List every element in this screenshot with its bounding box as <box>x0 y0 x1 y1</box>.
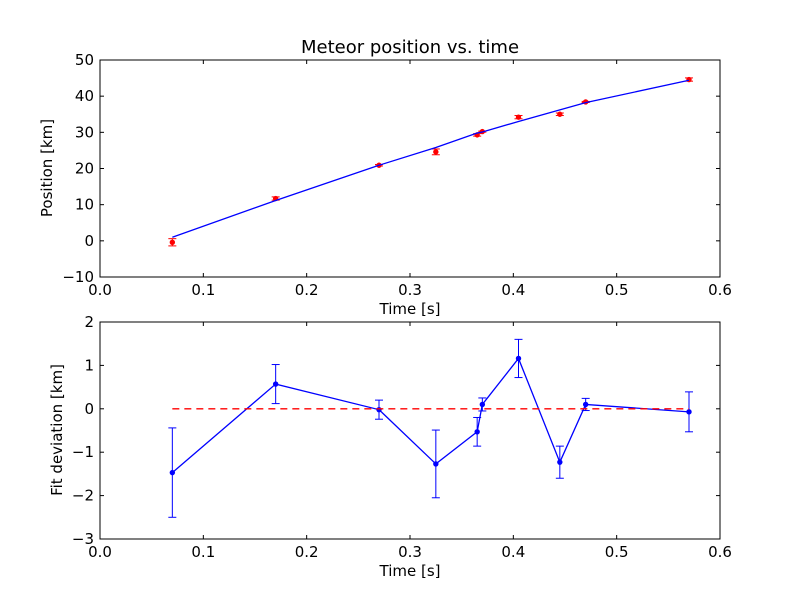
deviation-data-point <box>582 401 589 408</box>
position-series-1-line <box>172 79 690 238</box>
deviation-xtick-label: 0.3 <box>398 543 422 561</box>
deviation-data-point <box>433 461 439 467</box>
position-ytick-label: 30 <box>75 123 94 141</box>
deviation-data-point <box>686 409 692 415</box>
deviation-data-point <box>515 355 522 362</box>
deviation-plot: Time [s] Fit deviation [km] 0.0 0.1 0.2 0.3… <box>48 313 732 580</box>
position-ytick-label: 20 <box>75 160 94 178</box>
position-plot-xlabel: Time [s] <box>379 300 441 318</box>
deviation-xtick-label: 0.2 <box>295 543 319 561</box>
position-ytick-label: 0 <box>84 232 94 250</box>
deviation-xtick-label: 0.4 <box>501 543 525 561</box>
deviation-plot-xlabel: Time [s] <box>379 562 441 580</box>
deviation-ytick-label: 1 <box>84 356 94 374</box>
position-xtick-label: 0.3 <box>398 281 422 299</box>
deviation-data-point <box>474 429 480 435</box>
deviation-data-point <box>169 469 176 476</box>
position-plot: Meteor position vs. time Time [s] Positi… <box>38 37 732 318</box>
deviation-xtick-label: 0.0 <box>88 543 112 561</box>
position-plot-ylabel: Position [km] <box>38 119 56 217</box>
position-data-point <box>515 114 522 120</box>
position-xtick-label: 0.1 <box>191 281 215 299</box>
position-plot-title: Meteor position vs. time <box>301 37 519 58</box>
position-xtick-label: 0.4 <box>501 281 525 299</box>
position-ytick-label: 50 <box>75 51 94 69</box>
deviation-data-point <box>479 401 486 408</box>
deviation-series-0-line <box>171 357 690 474</box>
position-xtick-label: 0.2 <box>295 281 319 299</box>
deviation-ytick-label: −2 <box>72 487 94 505</box>
position-data-point <box>557 111 563 117</box>
deviation-ytick-label: 2 <box>84 313 94 331</box>
position-data-point <box>433 149 439 155</box>
position-xtick-label: 0.5 <box>605 281 629 299</box>
deviation-data-point <box>272 381 279 387</box>
deviation-xtick-label: 0.1 <box>191 543 215 561</box>
deviation-xtick-label: 0.5 <box>605 543 629 561</box>
deviation-ytick-label: −1 <box>72 443 94 461</box>
deviation-xtick-label: 0.6 <box>708 543 732 561</box>
deviation-data-point <box>376 406 382 413</box>
deviation-plot-ylabel: Fit deviation [km] <box>48 364 66 496</box>
position-xtick-label: 0.0 <box>88 281 112 299</box>
position-ytick-label: 10 <box>75 196 94 214</box>
position-ytick-label: −10 <box>62 268 94 286</box>
deviation-data-point <box>557 459 563 465</box>
position-xtick-label: 0.6 <box>708 281 732 299</box>
position-ytick-label: 40 <box>75 87 94 105</box>
deviation-ytick-label: 0 <box>84 400 94 418</box>
position-data-point <box>169 239 176 245</box>
deviation-ytick-label: −3 <box>72 530 94 548</box>
